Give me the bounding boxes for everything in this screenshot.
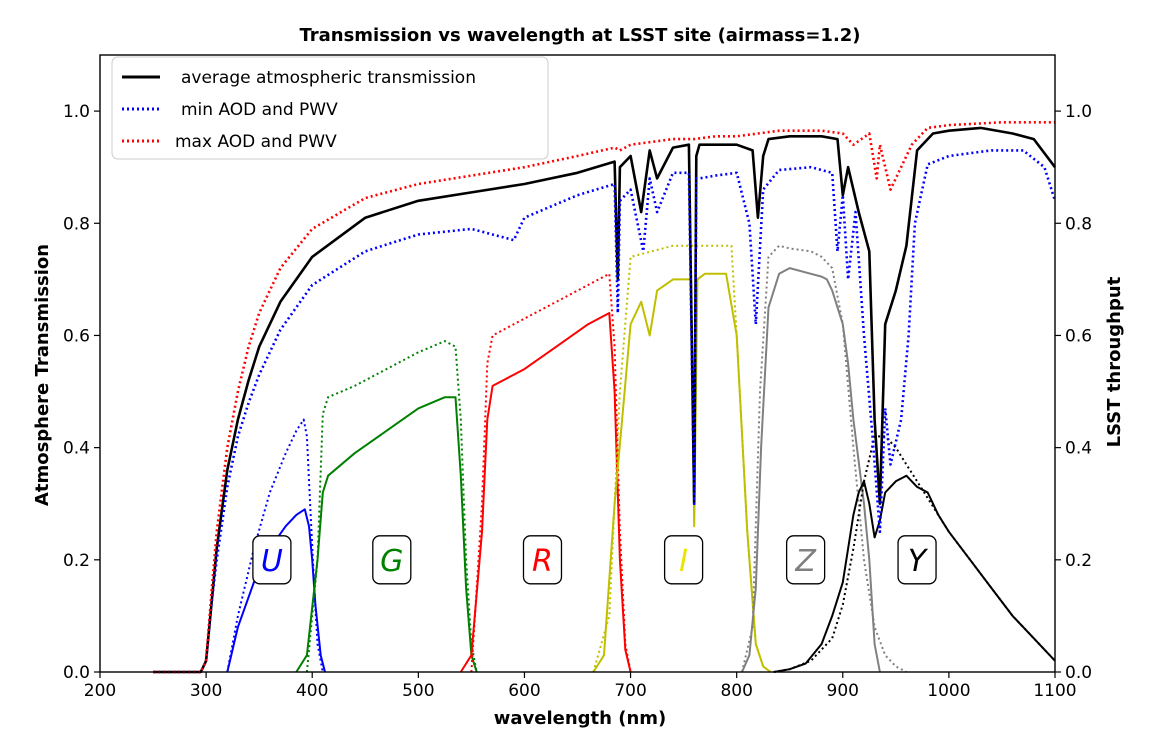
y-tick-label: 0.4	[63, 439, 90, 459]
y-tick-label: 0.2	[63, 551, 90, 571]
y-tick-label: 0.0	[63, 663, 90, 683]
legend-label-max: max AOD and PWV	[175, 132, 337, 152]
x-tick-label: 400	[296, 681, 328, 701]
x-tick-label: 1000	[927, 681, 970, 701]
y2-tick-label: 0.6	[1065, 326, 1092, 346]
band-box-i	[663, 535, 704, 585]
filter-curve-z-solid	[741, 267, 881, 673]
band-box-r	[522, 535, 563, 585]
y-tick-label: 0.6	[63, 326, 90, 346]
legend: average atmospheric transmission min AOD…	[111, 56, 549, 160]
filter-curve-g-solid	[295, 396, 478, 673]
series-line-average	[153, 126, 1057, 674]
band-label-r: R	[532, 544, 553, 579]
filter-curve-r-solid	[459, 312, 632, 673]
chart-title: Transmission vs wavelength at LSST site …	[299, 25, 860, 46]
filter-curve-g-dotted	[305, 340, 478, 673]
x-tick-label: 600	[508, 681, 540, 701]
plot-area	[153, 121, 1057, 674]
y2-tick-label: 1.0	[1065, 102, 1092, 122]
filter-curve-r-dotted	[470, 272, 632, 673]
filter-curve-u-solid	[226, 508, 326, 673]
band-label-y: Y	[908, 544, 929, 579]
x-tick-label: 200	[84, 681, 116, 701]
legend-label-average: average atmospheric transmission	[181, 68, 476, 88]
filter-curve-i-solid	[592, 272, 772, 673]
x-tick-label: 900	[827, 681, 859, 701]
x-tick-label: 800	[720, 681, 752, 701]
y2-axis-label: LSST throughput	[1104, 276, 1125, 447]
x-axis-label: wavelength (nm)	[494, 708, 667, 729]
x-tick-label: 300	[190, 681, 222, 701]
y2-tick-label: 0.0	[1065, 663, 1092, 683]
band-box-y	[897, 535, 937, 585]
band-label-u: U	[261, 544, 283, 579]
band-label-g: G	[380, 544, 403, 579]
series-line-max	[153, 121, 1055, 674]
filter-curve-y-dotted	[773, 435, 1056, 673]
legend-label-min: min AOD and PWV	[181, 100, 338, 120]
band-label-z: Z	[794, 544, 817, 579]
filter-curve-i-dotted	[592, 244, 772, 673]
x-tick-label: 500	[402, 681, 434, 701]
y-tick-label: 0.8	[63, 214, 90, 234]
band-box-u	[252, 535, 292, 585]
y2-tick-label: 0.4	[1065, 439, 1092, 459]
y-tick-label: 1.0	[63, 102, 90, 122]
band-box-z	[785, 535, 826, 585]
series-line-min	[153, 149, 1057, 674]
y-axis-label: Atmosphere Transmission	[32, 244, 53, 506]
x-tick-label: 700	[614, 681, 646, 701]
y2-tick-label: 0.2	[1065, 551, 1092, 571]
band-box-g	[372, 535, 412, 585]
plot-frame	[99, 54, 1056, 673]
legend-box	[111, 56, 549, 160]
y2-tick-label: 0.8	[1065, 214, 1092, 234]
x-tick-label: 1100	[1033, 681, 1076, 701]
band-label-i: I	[679, 544, 688, 579]
